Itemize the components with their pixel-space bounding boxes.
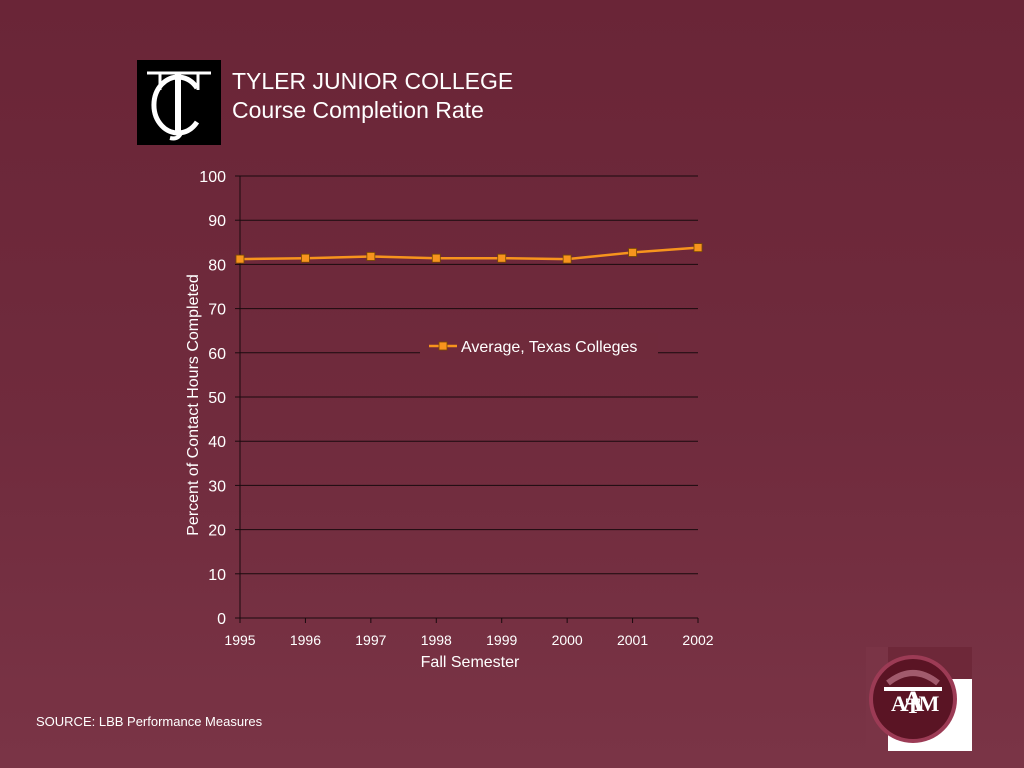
data-point-2002	[693, 243, 703, 253]
title-line-2: Course Completion Rate	[232, 97, 484, 123]
data-point-1999	[497, 253, 507, 263]
y-tick-label: 80	[208, 257, 226, 274]
y-axis-title: Percent of Contact Hours Completed	[185, 274, 202, 535]
x-tick-label: 1999	[486, 632, 517, 648]
svg-text:A: A	[891, 691, 907, 716]
x-tick-label: 1995	[224, 632, 255, 648]
data-point-2000	[562, 254, 572, 264]
y-tick-label: 0	[217, 611, 226, 628]
y-tick-label: 20	[208, 523, 226, 540]
title-line-1: TYLER JUNIOR COLLEGE	[232, 68, 514, 94]
axes	[235, 175, 699, 623]
source-note: SOURCE: LBB Performance Measures	[36, 714, 263, 729]
data-point-1995	[235, 254, 245, 264]
legend: Average, Texas Colleges	[420, 333, 658, 359]
tjc-monogram-icon	[147, 71, 211, 141]
data-point-2001	[628, 248, 637, 257]
svg-text:A: A	[902, 685, 924, 718]
atm-logo: A A T M	[866, 647, 972, 751]
legend-label: Average, Texas Colleges	[461, 339, 637, 356]
x-tick-label: 1997	[355, 632, 386, 648]
x-tick-label: 2002	[682, 632, 713, 648]
series-average-texas-colleges	[235, 243, 703, 264]
tjc-logo	[137, 60, 221, 145]
data-point-1997	[366, 252, 376, 261]
gridlines	[240, 175, 698, 575]
svg-text:T: T	[906, 693, 921, 718]
series-line	[239, 246, 699, 261]
atm-seal-icon: A A T M	[866, 647, 972, 751]
y-tick-label: 10	[208, 567, 226, 584]
svg-text:M: M	[919, 691, 940, 716]
legend-background	[420, 333, 658, 359]
x-tick-label: 2001	[617, 632, 648, 648]
y-tick-label: 40	[208, 434, 226, 451]
data-point-1998	[431, 253, 441, 263]
x-tick-label: 1998	[421, 632, 452, 648]
legend-marker-swatch	[438, 341, 448, 351]
y-tick-label: 90	[208, 213, 226, 230]
x-axis-title: Fall Semester	[421, 654, 520, 671]
y-tick-label: 30	[208, 478, 226, 495]
y-tick-label: 100	[199, 169, 226, 186]
slide-title: TYLER JUNIOR COLLEGE Course Completion R…	[232, 67, 513, 125]
y-tick-label: 50	[208, 390, 226, 407]
data-point-1996	[301, 253, 310, 263]
x-tick-label: 1996	[290, 632, 321, 648]
x-tick-label: 2000	[552, 632, 583, 648]
y-tick-label: 70	[208, 302, 226, 319]
y-tick-label: 60	[208, 346, 226, 363]
tick-labels: 0 10 20 30 40 50 60 70 80 90 100 1995 1996 1997 1998 19…	[199, 169, 713, 648]
